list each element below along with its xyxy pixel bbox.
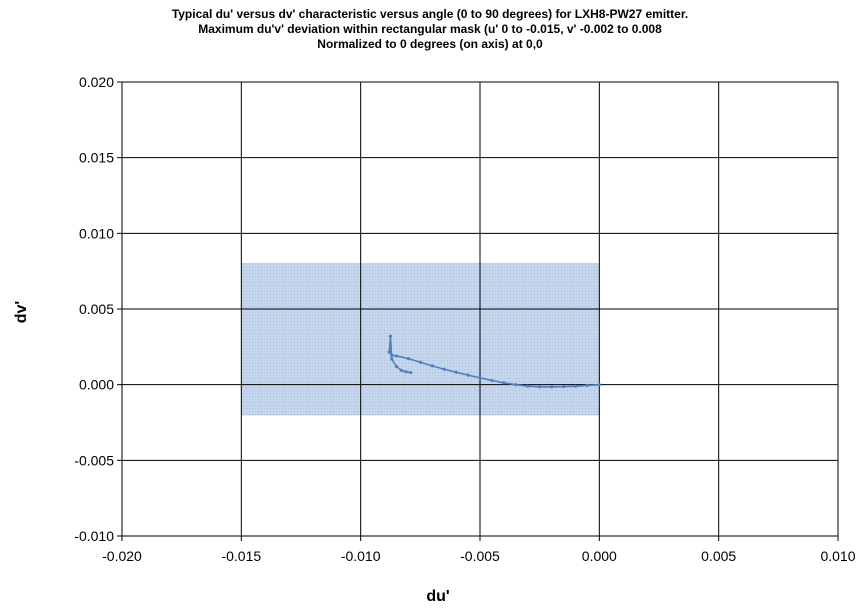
data-point: [490, 378, 494, 383]
data-point: [390, 353, 394, 357]
data-point: [394, 364, 399, 369]
x-tick-label: 0.000: [582, 548, 617, 564]
x-tick-label: 0.005: [701, 548, 736, 564]
x-tick-label: -0.020: [102, 548, 142, 564]
data-point: [430, 364, 434, 368]
y-tick-label: -0.005: [74, 452, 114, 468]
data-point: [409, 370, 413, 375]
data-point: [585, 383, 590, 388]
y-axis-title: dv': [13, 300, 30, 324]
y-tick-label: 0.000: [79, 377, 114, 393]
mask-rectangle: [241, 263, 600, 416]
data-point: [466, 373, 470, 377]
chart-title-line-2: Maximum du'v' deviation within rectangul…: [198, 22, 662, 36]
x-tick-label: -0.010: [341, 548, 381, 564]
data-point: [550, 385, 554, 389]
chart-title-line-1: Typical du' versus dv' characteristic ve…: [171, 7, 689, 21]
data-point: [442, 367, 446, 371]
x-tick-label: -0.015: [221, 548, 261, 564]
data-point: [399, 368, 403, 372]
data-point: [561, 385, 566, 389]
y-tick-label: 0.010: [79, 225, 114, 241]
data-point: [394, 354, 399, 358]
data-point: [418, 360, 422, 364]
x-tick-label: -0.005: [460, 548, 500, 564]
y-tick-label: 0.005: [79, 301, 114, 317]
chart-title-line-3: Normalized to 0 degrees (on axis) at 0,0: [317, 37, 543, 51]
data-point: [478, 376, 482, 380]
x-axis-title: du': [426, 588, 450, 605]
data-point: [573, 384, 578, 388]
data-point: [454, 370, 458, 374]
data-point: [538, 385, 542, 389]
y-tick-label: 0.020: [79, 74, 114, 90]
data-point: [502, 381, 506, 385]
plot-area-border: [121, 81, 839, 537]
data-point: [390, 357, 394, 361]
y-tick-label: 0.015: [79, 150, 114, 166]
x-tick-label: 0.010: [820, 548, 855, 564]
y-tick-label: -0.010: [74, 528, 114, 544]
data-point: [388, 334, 393, 338]
data-point: [406, 357, 410, 361]
data-point: [514, 383, 518, 387]
data-point: [526, 384, 530, 388]
data-point: [404, 370, 408, 374]
data-point: [387, 350, 391, 354]
data-point: [597, 383, 601, 387]
